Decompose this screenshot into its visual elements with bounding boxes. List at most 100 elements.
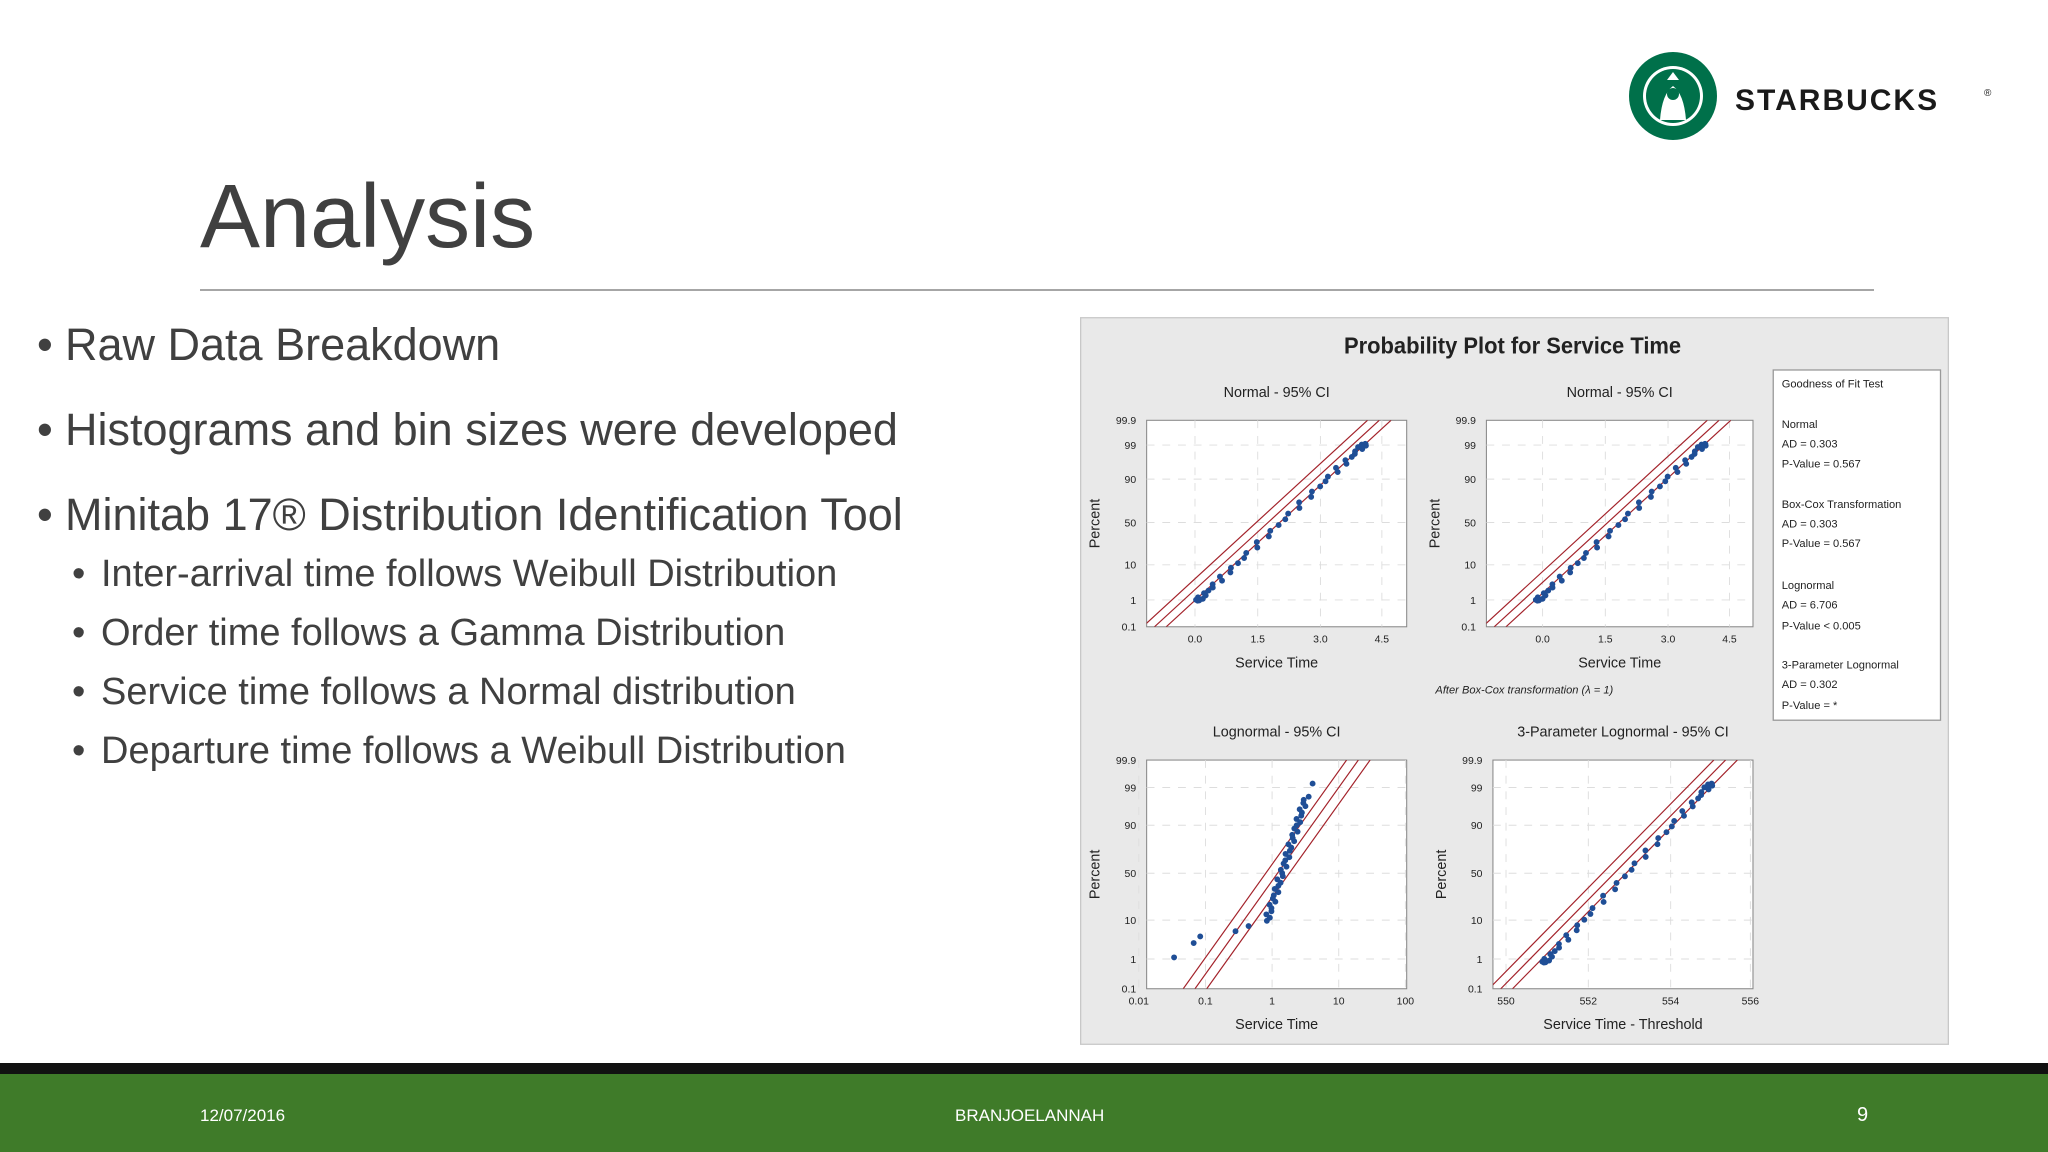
logo: STARBUCKS ® <box>1629 52 1992 140</box>
y-tick-label: 10 <box>1125 916 1137 927</box>
footer-band <box>0 1063 2048 1074</box>
logo-text: STARBUCKS <box>1735 84 1939 117</box>
y-tick-label: 99 <box>1464 441 1476 452</box>
points <box>1532 440 1709 604</box>
y-tick-label: 90 <box>1125 821 1137 832</box>
y-tick-label: 0.1 <box>1461 623 1476 634</box>
bullet: • Histograms and bin sizes were developed <box>37 407 898 452</box>
x-tick-label: 10 <box>1333 996 1345 1007</box>
y-axis-label: Percent <box>1434 850 1450 900</box>
y-tick-label: 1 <box>1470 596 1476 607</box>
fit-line <box>1194 760 1359 989</box>
sub-bullet: • Service time follows a Normal distribut… <box>72 673 796 711</box>
y-tick-label: 0.1 <box>1468 985 1483 996</box>
bullet: • Minitab 17® Distribution Identification… <box>37 492 903 537</box>
sub-bullet: • Inter-arrival time follows Weibull Dist… <box>72 555 837 593</box>
x-tick-label: 100 <box>1397 996 1415 1007</box>
x-tick-label: 1 <box>1269 996 1275 1007</box>
fit-line <box>1182 760 1348 989</box>
panel-title: Normal - 95% CI <box>1567 385 1673 401</box>
figure-title: Probability Plot for Service Time <box>1344 333 1681 359</box>
y-tick-label: 90 <box>1471 821 1483 832</box>
panel-title: Normal - 95% CI <box>1224 385 1330 401</box>
fit-line <box>1492 760 1715 986</box>
y-tick-label: 1 <box>1477 955 1483 966</box>
legend-box <box>1772 369 1942 721</box>
y-tick-label: 50 <box>1471 869 1483 880</box>
x-axis-label: Service Time <box>1578 655 1661 671</box>
bullet-text: Raw Data Breakdown <box>65 319 501 370</box>
legend-text: Goodness of Fit Test <box>1782 379 1884 391</box>
page-number: 9 <box>1857 1104 1869 1126</box>
x-tick-label: 0.0 <box>1188 634 1203 645</box>
legend-text: Lognormal <box>1782 580 1834 592</box>
bullet-dot: • <box>72 612 86 654</box>
y-axis-label: Percent <box>1427 499 1443 549</box>
y-tick-label: 10 <box>1464 561 1476 572</box>
y-tick-label: 0.1 <box>1122 985 1137 996</box>
panel-title: Lognormal - 95% CI <box>1213 725 1341 741</box>
y-tick-label: 50 <box>1125 518 1137 529</box>
bullet-text: Departure time follows a Weibull Distrib… <box>101 730 846 772</box>
x-axis-label: Service Time <box>1235 655 1318 671</box>
legend-text: Normal <box>1782 419 1818 431</box>
bullet-text: Minitab 17® Distribution Identification … <box>65 489 903 540</box>
bullet-text: Order time follows a Gamma Distribution <box>101 612 786 654</box>
legend-text: AD = 6.706 <box>1782 599 1838 611</box>
bullet-text: Histograms and bin sizes were developed <box>65 404 898 455</box>
bullet-dot: • <box>72 730 86 772</box>
y-tick-label: 10 <box>1125 561 1137 572</box>
y-tick-label: 10 <box>1471 916 1483 927</box>
sub-bullet: • Departure time follows a Weibull Distri… <box>72 732 846 770</box>
y-tick-label: 50 <box>1464 518 1476 529</box>
legend-text: P-Value = 0.567 <box>1782 458 1861 470</box>
logo-face <box>1667 88 1679 100</box>
slide-title: Analysis <box>200 167 536 267</box>
y-tick-label: 99.9 <box>1116 756 1137 767</box>
legend-text: Box-Cox Transformation <box>1782 499 1902 511</box>
x-axis-label: Service Time <box>1235 1017 1318 1033</box>
x-tick-label: 550 <box>1497 996 1515 1007</box>
bullet: • Raw Data Breakdown <box>37 322 500 367</box>
bullet-dot: • <box>72 553 86 595</box>
y-tick-label: 90 <box>1464 475 1476 486</box>
legend-text: P-Value = * <box>1782 700 1838 712</box>
x-tick-label: 1.5 <box>1598 634 1613 645</box>
fit-line <box>1486 420 1708 624</box>
bullet-text: Service time follows a Normal distributi… <box>101 671 796 713</box>
x-tick-label: 4.5 <box>1722 634 1737 645</box>
panel-box <box>1146 419 1408 628</box>
y-tick-label: 99 <box>1125 783 1137 794</box>
footer-date: 12/07/2016 <box>200 1106 286 1125</box>
x-tick-label: 554 <box>1662 996 1680 1007</box>
x-tick-label: 1.5 <box>1250 634 1265 645</box>
fit-line <box>1146 420 1368 624</box>
fit-line <box>1500 760 1726 989</box>
bullet-dot: • <box>37 404 53 455</box>
x-tick-label: 4.5 <box>1375 634 1390 645</box>
bullet-dot: • <box>72 671 86 713</box>
x-axis-label: Service Time - Threshold <box>1543 1017 1702 1033</box>
fit-line <box>1493 420 1720 627</box>
panel-title: 3-Parameter Lognormal - 95% CI <box>1517 725 1729 741</box>
y-tick-label: 99.9 <box>1456 416 1477 427</box>
figure-note: After Box-Cox transformation (λ = 1) <box>1434 684 1613 696</box>
legend-text: AD = 0.303 <box>1782 439 1838 451</box>
x-tick-label: 0.0 <box>1535 634 1550 645</box>
x-tick-label: 3.0 <box>1661 634 1676 645</box>
legend-text: 3-Parameter Lognormal <box>1782 660 1899 672</box>
title-rule <box>200 289 1874 291</box>
y-tick-label: 90 <box>1125 475 1137 486</box>
logo-mark: ® <box>1984 88 1992 99</box>
y-tick-label: 1 <box>1130 955 1136 966</box>
x-tick-label: 556 <box>1742 996 1760 1007</box>
y-axis-label: Percent <box>1088 850 1104 900</box>
y-tick-label: 50 <box>1125 869 1137 880</box>
x-tick-label: 3.0 <box>1313 634 1328 645</box>
x-tick-label: 0.1 <box>1198 996 1213 1007</box>
points <box>1193 440 1369 604</box>
y-tick-label: 99.9 <box>1116 416 1137 427</box>
footer-author: BRANJOELANNAH <box>955 1106 1105 1125</box>
points <box>1171 780 1316 961</box>
